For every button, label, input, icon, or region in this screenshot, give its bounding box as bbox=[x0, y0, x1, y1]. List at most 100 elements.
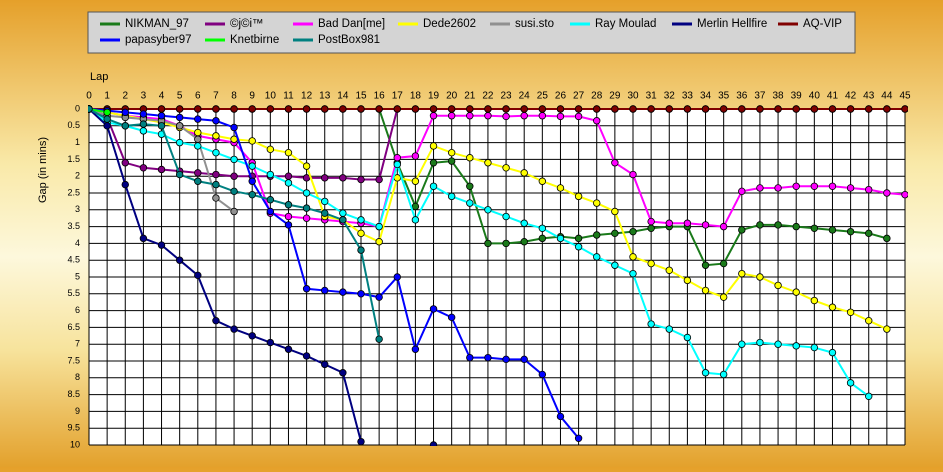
data-point bbox=[339, 216, 347, 224]
data-point bbox=[212, 170, 220, 179]
data-point bbox=[375, 293, 383, 301]
data-point bbox=[284, 105, 293, 113]
y-tick-label: 9 bbox=[75, 406, 80, 416]
data-point bbox=[103, 115, 111, 123]
x-tick-label: 16 bbox=[374, 91, 386, 102]
data-point bbox=[88, 105, 93, 113]
x-tick-label: 32 bbox=[664, 91, 676, 102]
data-point bbox=[647, 105, 655, 113]
data-point bbox=[883, 234, 891, 243]
x-tick-label: 14 bbox=[337, 91, 349, 102]
data-point bbox=[484, 105, 492, 113]
data-point bbox=[248, 177, 256, 185]
data-point bbox=[194, 105, 202, 113]
data-point bbox=[611, 159, 619, 167]
data-point bbox=[429, 142, 438, 150]
data-point bbox=[846, 379, 855, 387]
data-point bbox=[538, 177, 547, 185]
data-point bbox=[520, 219, 528, 227]
data-point bbox=[484, 239, 492, 248]
x-tick-label: 4 bbox=[159, 91, 165, 102]
data-point bbox=[230, 155, 238, 164]
y-tick-label: 4.5 bbox=[67, 255, 80, 265]
x-tick-label: 11 bbox=[283, 91, 294, 102]
data-point bbox=[538, 370, 547, 379]
data-point bbox=[484, 353, 492, 362]
data-point bbox=[248, 105, 256, 113]
data-point bbox=[865, 316, 873, 325]
data-point bbox=[284, 179, 293, 187]
x-tick-label: 40 bbox=[809, 91, 821, 102]
y-tick-label: 2.5 bbox=[67, 187, 80, 197]
data-point bbox=[756, 338, 764, 347]
data-point bbox=[212, 316, 220, 325]
data-point bbox=[103, 108, 111, 117]
y-axis-label: Gap (in mins) bbox=[37, 137, 49, 203]
data-point bbox=[647, 224, 655, 232]
data-point bbox=[846, 184, 855, 192]
data-point bbox=[429, 182, 438, 190]
y-tick-label: 0 bbox=[75, 103, 80, 113]
data-point bbox=[828, 105, 837, 113]
x-tick-label: 0 bbox=[86, 91, 92, 102]
data-point bbox=[248, 162, 256, 170]
data-point bbox=[828, 226, 837, 234]
data-point bbox=[738, 269, 746, 278]
data-point bbox=[738, 187, 746, 196]
data-point bbox=[701, 261, 710, 269]
data-point bbox=[302, 162, 311, 170]
data-point bbox=[230, 187, 238, 196]
data-point bbox=[574, 192, 583, 201]
x-tick-label: 1 bbox=[104, 91, 110, 102]
data-point bbox=[194, 135, 202, 143]
data-point bbox=[357, 437, 365, 446]
data-point bbox=[538, 234, 547, 243]
data-point bbox=[574, 112, 583, 121]
data-point bbox=[611, 261, 619, 269]
data-point bbox=[212, 180, 220, 189]
data-point bbox=[121, 122, 129, 130]
data-point bbox=[556, 234, 565, 243]
y-tick-label: 7 bbox=[75, 339, 80, 349]
data-point bbox=[321, 197, 329, 206]
data-point bbox=[865, 185, 873, 194]
data-point bbox=[284, 172, 293, 180]
data-point bbox=[810, 105, 819, 113]
data-point bbox=[738, 226, 746, 234]
data-point bbox=[683, 219, 692, 227]
data-point bbox=[901, 190, 908, 199]
data-point bbox=[175, 105, 184, 113]
data-point bbox=[502, 164, 510, 172]
x-tick-label: 42 bbox=[845, 91, 857, 102]
data-point bbox=[792, 288, 800, 296]
x-tick-label: 24 bbox=[519, 91, 531, 102]
data-point bbox=[810, 182, 819, 190]
data-point bbox=[447, 313, 456, 322]
data-point bbox=[411, 105, 420, 113]
legend-label: susi.sto bbox=[515, 18, 554, 30]
x-tick-label: 41 bbox=[827, 91, 839, 102]
data-point bbox=[266, 170, 275, 179]
data-point bbox=[828, 182, 837, 190]
data-point bbox=[665, 266, 673, 274]
data-point bbox=[321, 209, 329, 217]
data-point bbox=[593, 253, 601, 261]
data-point bbox=[520, 112, 528, 120]
data-point bbox=[411, 202, 420, 211]
data-point bbox=[339, 174, 347, 182]
data-point bbox=[466, 199, 474, 207]
x-tick-label: 26 bbox=[555, 91, 567, 102]
y-tick-label: 9.5 bbox=[67, 423, 80, 433]
series-line bbox=[88, 108, 580, 439]
data-point bbox=[683, 276, 692, 285]
data-point bbox=[357, 216, 365, 224]
data-point bbox=[665, 219, 673, 227]
data-point bbox=[883, 105, 891, 113]
x-tick-label: 15 bbox=[355, 91, 367, 102]
data-point bbox=[321, 360, 329, 369]
data-point bbox=[792, 105, 800, 113]
data-point bbox=[230, 123, 238, 132]
data-point bbox=[810, 224, 819, 232]
data-point bbox=[556, 112, 565, 121]
data-point bbox=[629, 170, 637, 179]
